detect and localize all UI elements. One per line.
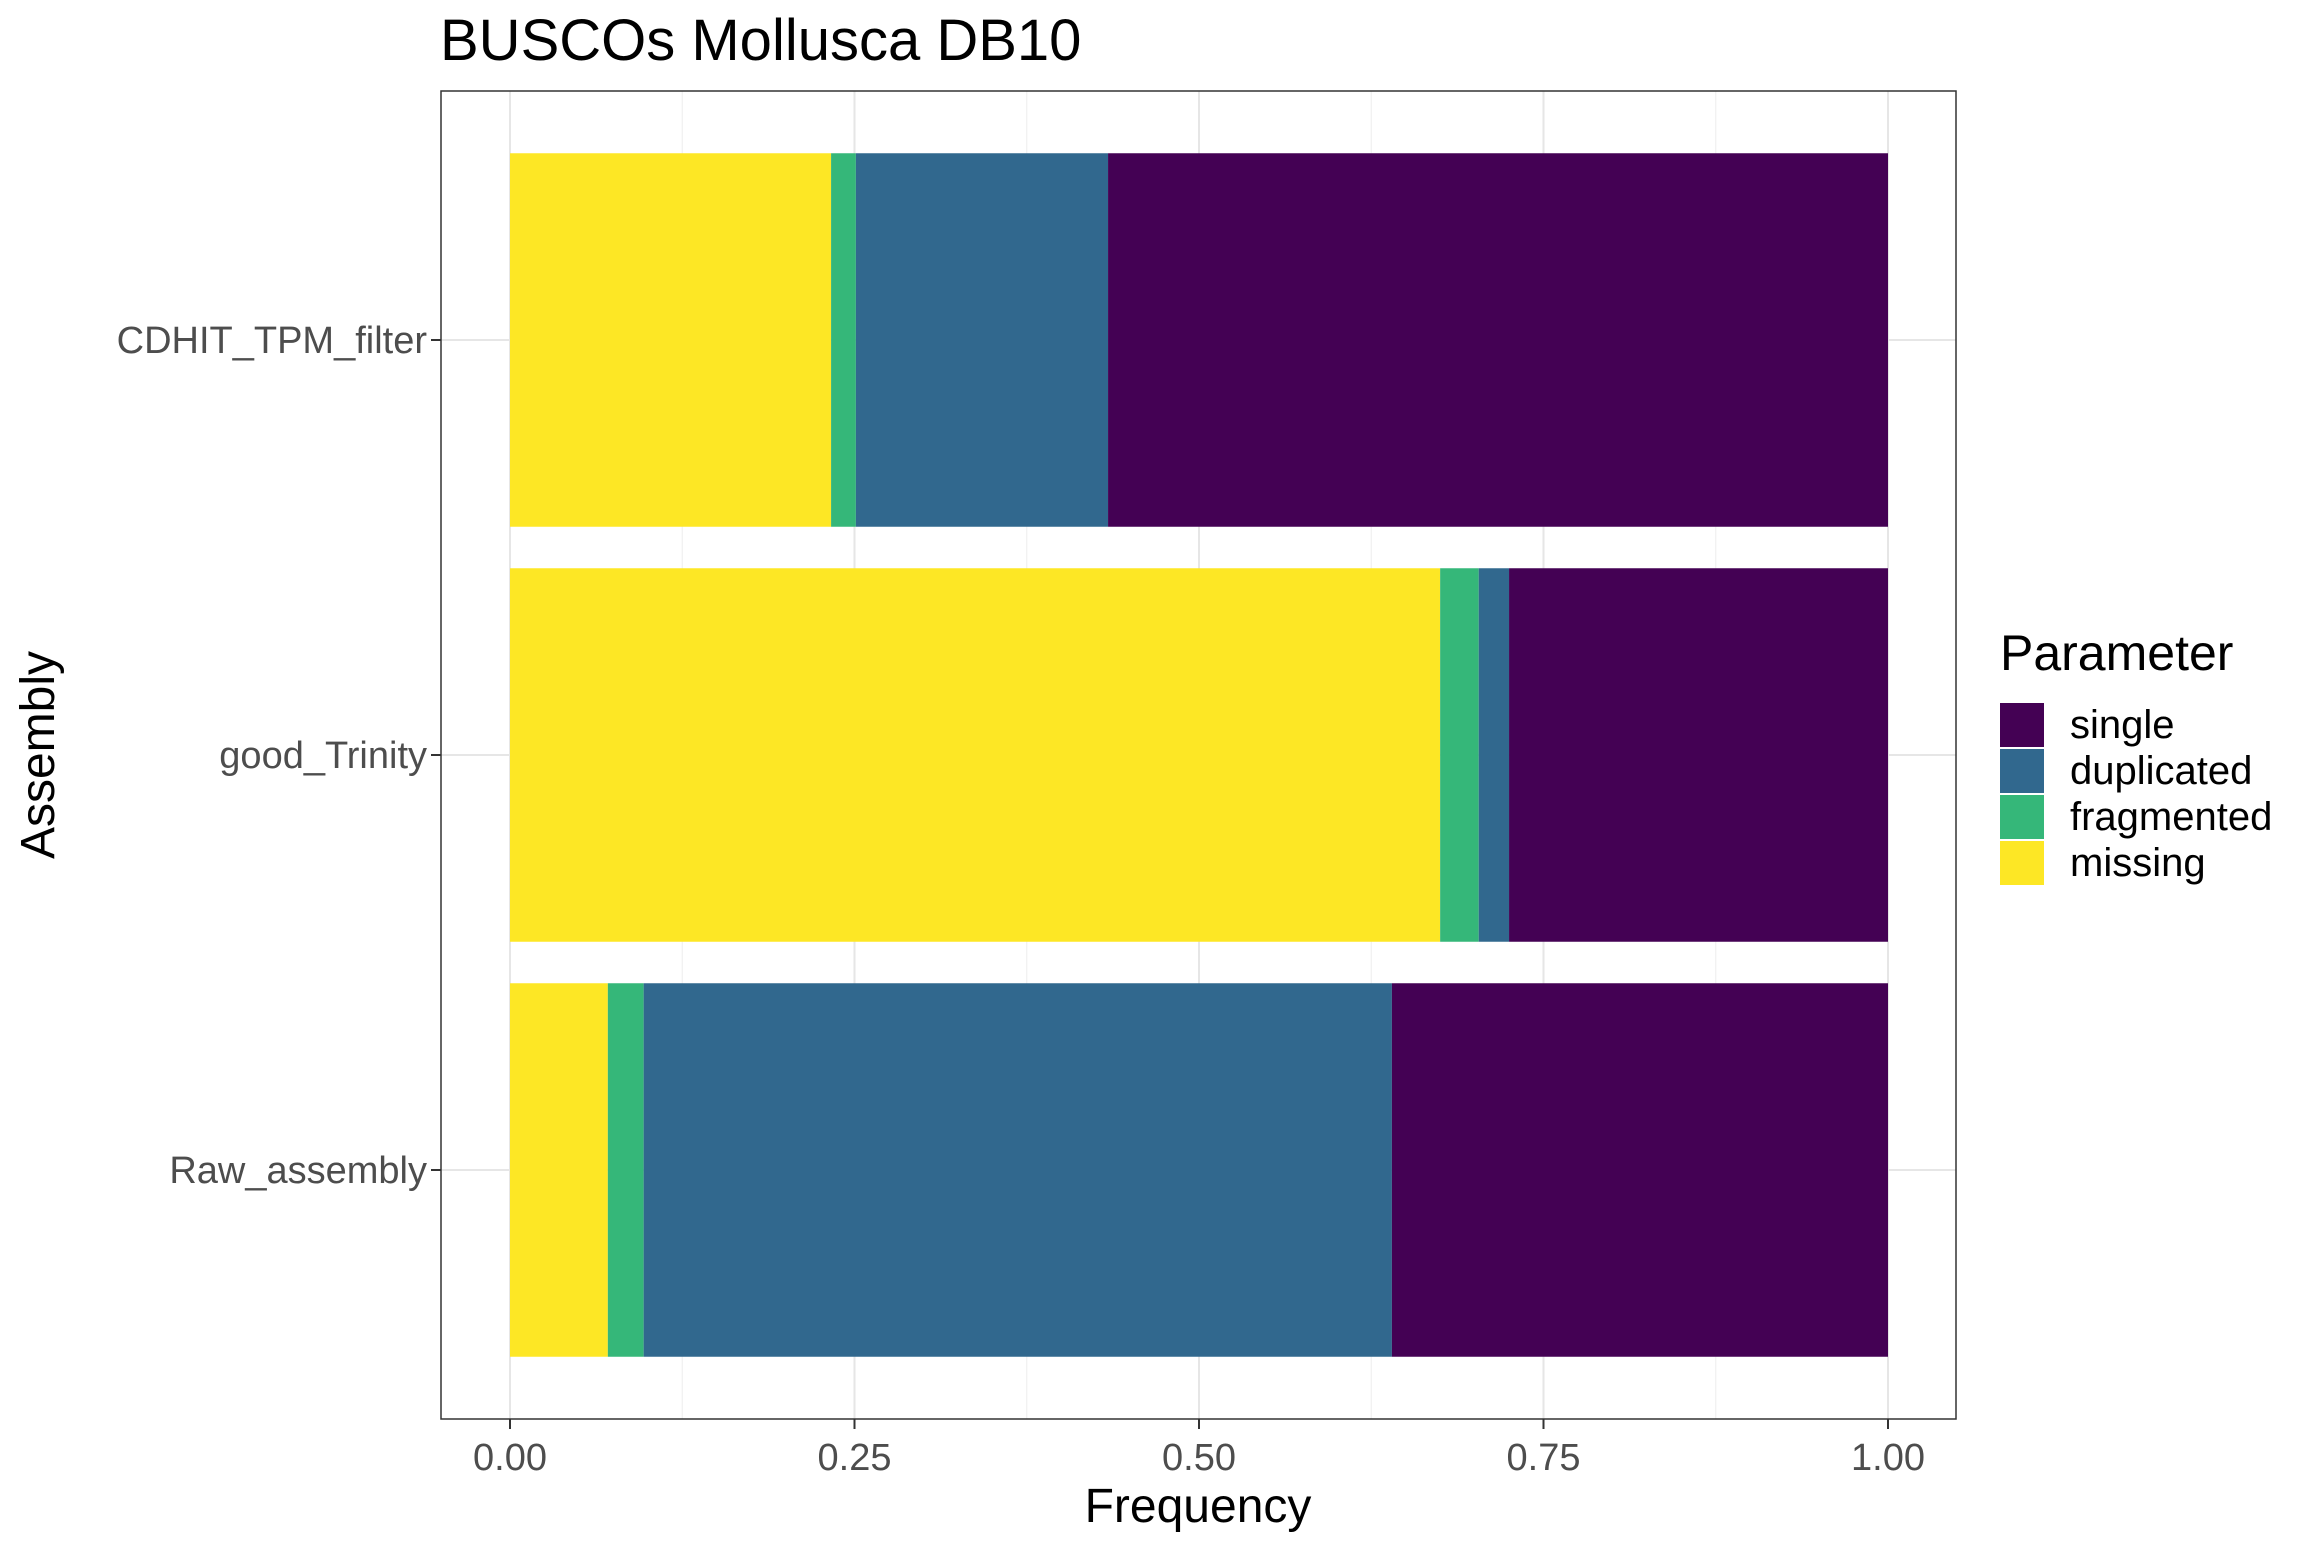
bar-duplicated	[1478, 568, 1510, 942]
y-tick-label: CDHIT_TPM_filter	[117, 320, 428, 362]
x-tick-label: 1.00	[1851, 1437, 1925, 1479]
y-axis: CDHIT_TPM_filter good_Trinity Raw_assembly	[117, 320, 441, 1192]
bar-fragmented	[607, 983, 644, 1357]
y-tick-label: Raw_assembly	[169, 1150, 427, 1192]
bar-single	[1509, 568, 1888, 942]
x-tick-label: 0.25	[818, 1437, 892, 1479]
bar-missing	[510, 568, 1441, 942]
legend-swatch-fragmented	[2000, 795, 2044, 839]
legend-title: Parameter	[2000, 625, 2233, 681]
bar-single	[1108, 153, 1888, 527]
bar-fragmented	[831, 153, 856, 527]
legend-swatch-single	[2000, 703, 2044, 747]
legend-swatch-missing	[2000, 841, 2044, 885]
x-axis: 0.00 0.25 0.50 0.75 1.00	[473, 1419, 1925, 1479]
chart-title: BUSCOs Mollusca DB10	[440, 8, 1081, 73]
y-axis-title: Assembly	[12, 651, 65, 859]
bar-single	[1391, 983, 1888, 1357]
bar-missing	[510, 983, 608, 1357]
bar-duplicated	[643, 983, 1392, 1357]
bar-duplicated	[855, 153, 1109, 527]
bar-stacks	[510, 153, 1888, 1357]
legend-label-fragmented: fragmented	[2070, 795, 2272, 839]
x-tick-label: 0.00	[473, 1437, 547, 1479]
legend-label-missing: missing	[2070, 841, 2206, 885]
legend-label-single: single	[2070, 703, 2175, 747]
legend-label-duplicated: duplicated	[2070, 749, 2252, 793]
bar-missing	[510, 153, 832, 527]
legend-swatch-duplicated	[2000, 749, 2044, 793]
bar-fragmented	[1440, 568, 1479, 942]
x-tick-label: 0.75	[1507, 1437, 1581, 1479]
x-axis-title: Frequency	[1085, 1480, 1312, 1533]
legend: Parameter singleduplicatedfragmentedmiss…	[2000, 625, 2272, 885]
x-tick-label: 0.50	[1162, 1437, 1236, 1479]
y-tick-label: good_Trinity	[219, 735, 427, 777]
